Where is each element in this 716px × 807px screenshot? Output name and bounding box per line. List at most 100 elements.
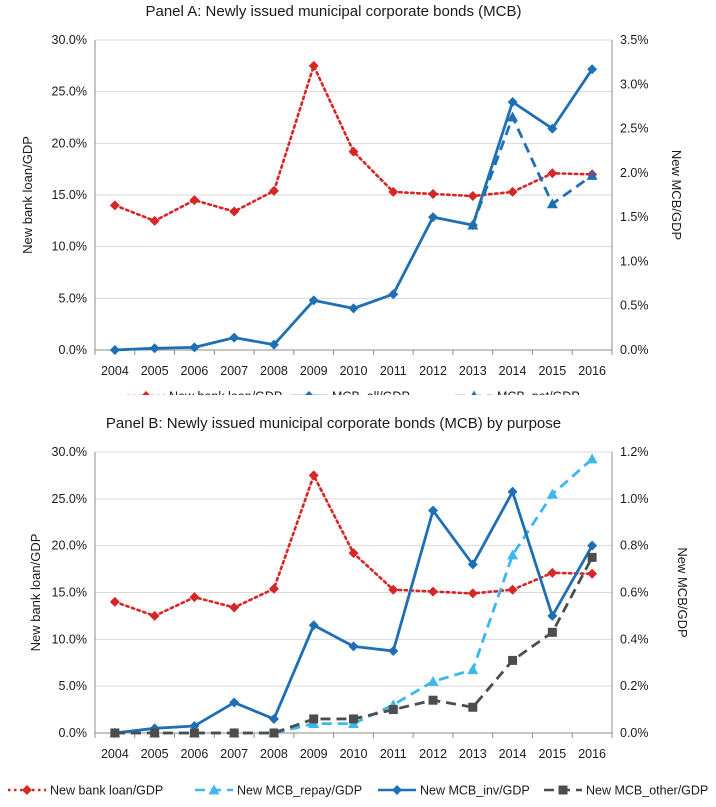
data-point [388,289,399,300]
data-point [467,559,478,570]
y-axis-label-left: New bank loan/GDP [28,534,43,652]
data-point [587,552,597,562]
data-point [229,602,240,613]
data-point [428,188,439,199]
right-tick-label: 3.5% [620,33,649,47]
left-tick-label: 5.0% [59,291,88,305]
data-point [308,470,319,481]
y-axis-label-left: New bank loan/GDP [20,136,35,254]
panel-b: Panel B: Newly issued municipal corporat… [8,415,708,798]
left-tick-label: 15.0% [52,188,87,202]
left-tick-label: 0.0% [59,726,88,740]
data-point [268,583,279,594]
data-point [546,198,558,209]
data-point [428,695,438,705]
x-tick-label: 2011 [380,747,407,761]
data-point [547,627,557,637]
data-point [507,549,519,560]
data-point [150,728,160,738]
data-point [428,586,439,597]
data-point [149,343,160,354]
left-tick-label: 10.0% [52,240,87,254]
data-point [268,339,279,350]
data-point [109,200,120,211]
data-point [508,655,518,665]
right-tick-label: 1.0% [620,492,649,506]
x-tick-label: 2005 [141,364,169,378]
x-tick-label: 2012 [419,747,447,761]
x-tick-label: 2011 [380,364,407,378]
series-line [114,490,594,735]
x-tick-label: 2008 [260,364,288,378]
x-tick-label: 2009 [300,364,328,378]
x-tick-label: 2009 [300,747,328,761]
x-tick-label: 2004 [101,364,129,378]
left-tick-label: 20.0% [52,136,87,150]
series-mcb-all-gdp [109,64,598,355]
x-tick-label: 2012 [419,364,447,378]
data-point [348,641,359,652]
right-tick-label: 3.0% [620,77,649,91]
data-point [229,728,239,738]
data-point [428,212,439,223]
data-point [269,728,279,738]
data-point [348,303,359,314]
legend-label: New MCB_inv/GDP [420,784,530,798]
data-point [507,486,518,497]
data-point [507,186,518,197]
legend-swatch-marker [208,784,220,795]
right-tick-label: 0.5% [620,299,649,313]
left-tick-label: 25.0% [52,492,87,506]
data-point [229,332,240,343]
data-point [349,714,358,724]
x-tick-label: 2014 [499,747,527,761]
legend-swatch-marker [22,785,32,795]
left-tick-label: 10.0% [52,632,87,646]
series-new-bank-loan-gdp [109,470,598,621]
data-point [507,97,518,107]
data-point [388,646,399,657]
legend-item: New MCB_other/GDP [544,784,708,798]
right-tick-label: 0.0% [620,726,649,740]
left-tick-label: 30.0% [52,33,87,47]
right-tick-label: 0.0% [620,343,649,357]
data-point [467,664,479,675]
x-tick-label: 2014 [499,364,527,378]
data-point [427,675,439,686]
data-point [507,111,519,122]
data-point [467,588,478,599]
data-point [229,697,240,708]
data-point [388,584,399,595]
data-point [547,168,558,179]
right-tick-label: 0.8% [620,539,649,553]
data-point [586,453,598,464]
data-point [149,215,160,226]
data-point [189,728,199,738]
data-point [189,342,200,353]
y-axis-label-right: New MCB/GDP [669,150,684,240]
panel-a: Panel A: Newly issued municipal corporat… [0,3,716,409]
x-tick-label: 2006 [181,364,209,378]
legend-label: New MCB_repay/GDP [237,784,362,798]
data-point [467,219,479,230]
data-point [547,610,558,621]
legend: New bank loan/GDP New MCB_repay/GDP New MC… [8,784,708,798]
legend-item: New MCB_inv/GDP [378,784,530,798]
right-tick-label: 0.2% [620,679,649,693]
data-point [388,186,399,197]
series-line [114,457,594,735]
x-tick-label: 2015 [538,364,566,378]
data-point [468,702,478,712]
legend-label: New MCB_other/GDP [586,784,708,798]
y-axis-label-right: New MCB/GDP [675,547,690,637]
legend-item: New MCB_repay/GDP [195,784,362,798]
data-point [547,567,558,578]
data-point [110,728,120,738]
series-line [471,115,593,226]
left-tick-label: 30.0% [52,445,87,459]
data-point [547,123,558,134]
data-point [587,568,598,579]
data-point [308,60,319,71]
data-point [308,295,319,306]
